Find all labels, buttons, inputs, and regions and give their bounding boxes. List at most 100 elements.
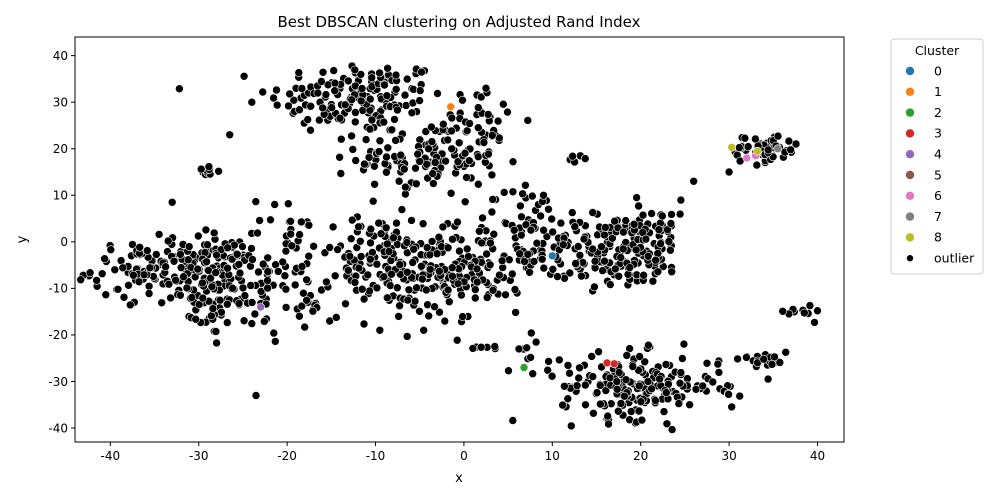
outlier-point (286, 217, 295, 226)
outlier-point (396, 150, 406, 160)
outlier-point (209, 228, 219, 238)
outlier-point (175, 84, 184, 93)
outlier-point (424, 144, 433, 153)
outlier-point (526, 353, 535, 362)
outlier-point (363, 270, 373, 280)
outlier-point (708, 377, 718, 387)
outlier-point (428, 169, 438, 178)
outlier-point (366, 224, 376, 234)
legend-marker-2 (905, 108, 915, 117)
outlier-point (417, 261, 426, 271)
outlier-point (411, 179, 421, 189)
outlier-point (495, 270, 504, 280)
outlier-point (573, 242, 583, 251)
x-tick-label: -20 (277, 449, 297, 463)
outlier-point (176, 263, 186, 272)
outlier-point (554, 355, 564, 365)
outlier-point (625, 263, 635, 272)
outlier-point (537, 254, 547, 264)
outlier-point (281, 284, 291, 294)
outlier-point (767, 360, 777, 369)
outlier-point (152, 250, 161, 259)
outlier-point (330, 271, 340, 281)
outlier-point (421, 285, 431, 295)
cluster-0-point (547, 251, 557, 261)
outlier-point (166, 293, 175, 303)
outlier-point (382, 168, 391, 177)
outlier-point (415, 157, 425, 166)
outlier-point (207, 282, 217, 292)
outlier-point (470, 293, 480, 303)
outlier-point (614, 368, 624, 377)
outlier-point (85, 268, 95, 278)
outlier-point (351, 108, 360, 117)
outlier-point (539, 263, 549, 273)
outlier-point (733, 354, 742, 364)
outlier-point (418, 219, 428, 228)
outlier-point (614, 271, 624, 281)
outlier-point (629, 220, 639, 229)
outlier-point (341, 299, 350, 309)
outlier-point (631, 245, 641, 255)
outlier-point (419, 325, 429, 335)
outlier-point (504, 255, 514, 265)
legend-marker-8 (905, 233, 915, 242)
outlier-point (232, 250, 242, 259)
outlier-point (333, 245, 342, 254)
outlier-point (328, 222, 338, 232)
outlier-point (529, 257, 539, 266)
outlier-point (247, 298, 257, 307)
outlier-point (636, 397, 646, 407)
outlier-point (639, 270, 648, 280)
outlier-point (594, 347, 603, 357)
outlier-point (742, 353, 751, 362)
outlier-point (402, 74, 412, 84)
outlier-point (144, 289, 154, 298)
outlier-point (462, 173, 471, 182)
legend-label-4: 4 (934, 147, 942, 162)
outlier-point (240, 291, 250, 300)
outlier-point (223, 318, 232, 327)
outlier-point (651, 396, 660, 405)
outlier-point (391, 85, 401, 94)
outlier-point (176, 290, 185, 300)
outlier-point (92, 276, 101, 285)
outlier-point (661, 388, 671, 397)
outlier-point (453, 217, 462, 227)
outlier-point (390, 115, 399, 124)
outlier-point (523, 250, 533, 259)
y-tick-label: 10 (53, 189, 68, 203)
outlier-point (438, 222, 448, 232)
cluster-2-point (519, 363, 529, 372)
outlier-point (488, 195, 498, 204)
outlier-point (448, 235, 457, 244)
outlier-point (503, 107, 512, 117)
outlier-point (340, 100, 350, 110)
outlier-point (490, 342, 500, 351)
outlier-point (394, 176, 404, 186)
outlier-point (425, 264, 435, 274)
outlier-point (528, 369, 538, 379)
outlier-point (464, 252, 473, 261)
outlier-point (258, 259, 268, 269)
outlier-point (476, 92, 486, 102)
outlier-point (399, 164, 409, 174)
outlier-point (187, 293, 197, 302)
outlier-point (234, 299, 244, 308)
outlier-point (634, 201, 643, 211)
legend-marker-1 (905, 87, 915, 97)
outlier-point (481, 83, 491, 93)
outlier-point (628, 362, 638, 371)
outlier-point (239, 316, 249, 326)
outlier-point (626, 407, 636, 416)
outlier-point (590, 256, 600, 266)
outlier-point (455, 246, 464, 256)
outlier-point (214, 167, 223, 176)
outlier-point (483, 110, 493, 119)
outlier-point (284, 101, 293, 111)
outlier-point (270, 200, 280, 209)
legend-marker-5 (905, 170, 915, 180)
outlier-point (613, 406, 623, 416)
outlier-point (272, 100, 282, 110)
outlier-point (621, 375, 631, 385)
